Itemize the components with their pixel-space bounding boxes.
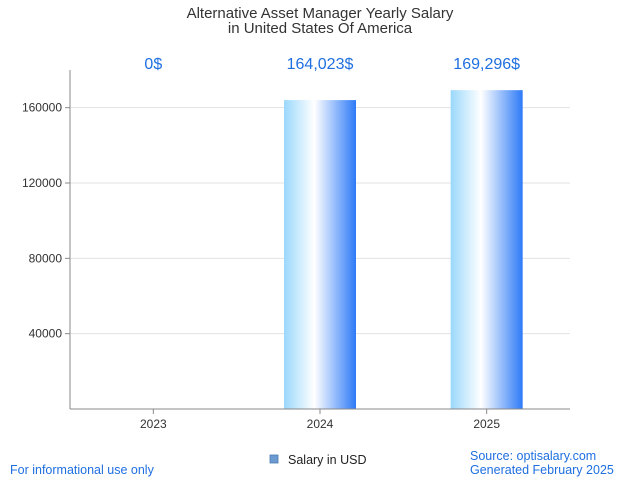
y-tick-label: 80000: [29, 251, 63, 265]
y-tick-label: 120000: [22, 176, 62, 190]
data-label-2023: 0$: [144, 56, 162, 73]
legend-swatch: [269, 454, 279, 464]
legend-label: Salary in USD: [288, 453, 367, 467]
x-tick-label-2025: 2025: [473, 417, 500, 431]
x-tick-label-2024: 2024: [307, 417, 334, 431]
chart-title-line-2: in United States Of America: [228, 20, 413, 37]
x-tick-label-2023: 2023: [140, 417, 167, 431]
bar-2024: [284, 100, 356, 409]
footer-source: Source: optisalary.com: [470, 449, 596, 463]
data-label-2025: 169,296$: [453, 56, 520, 73]
data-label-2024: 164,023$: [287, 56, 354, 73]
bar-2025: [450, 90, 523, 409]
footer-generated: Generated February 2025: [470, 463, 614, 477]
y-tick-label: 160000: [22, 101, 62, 115]
y-tick-label: 40000: [29, 327, 63, 341]
axes: 40000 80000 120000 160000 2023 2024 2025: [22, 70, 570, 431]
legend: Salary in USD: [269, 453, 367, 467]
bars: [284, 90, 523, 409]
data-labels: 0$ 164,023$ 169,296$: [144, 56, 520, 73]
chart-title-line-1: Alternative Asset Manager Yearly Salary: [187, 5, 454, 22]
footer-disclaimer: For informational use only: [10, 463, 155, 477]
